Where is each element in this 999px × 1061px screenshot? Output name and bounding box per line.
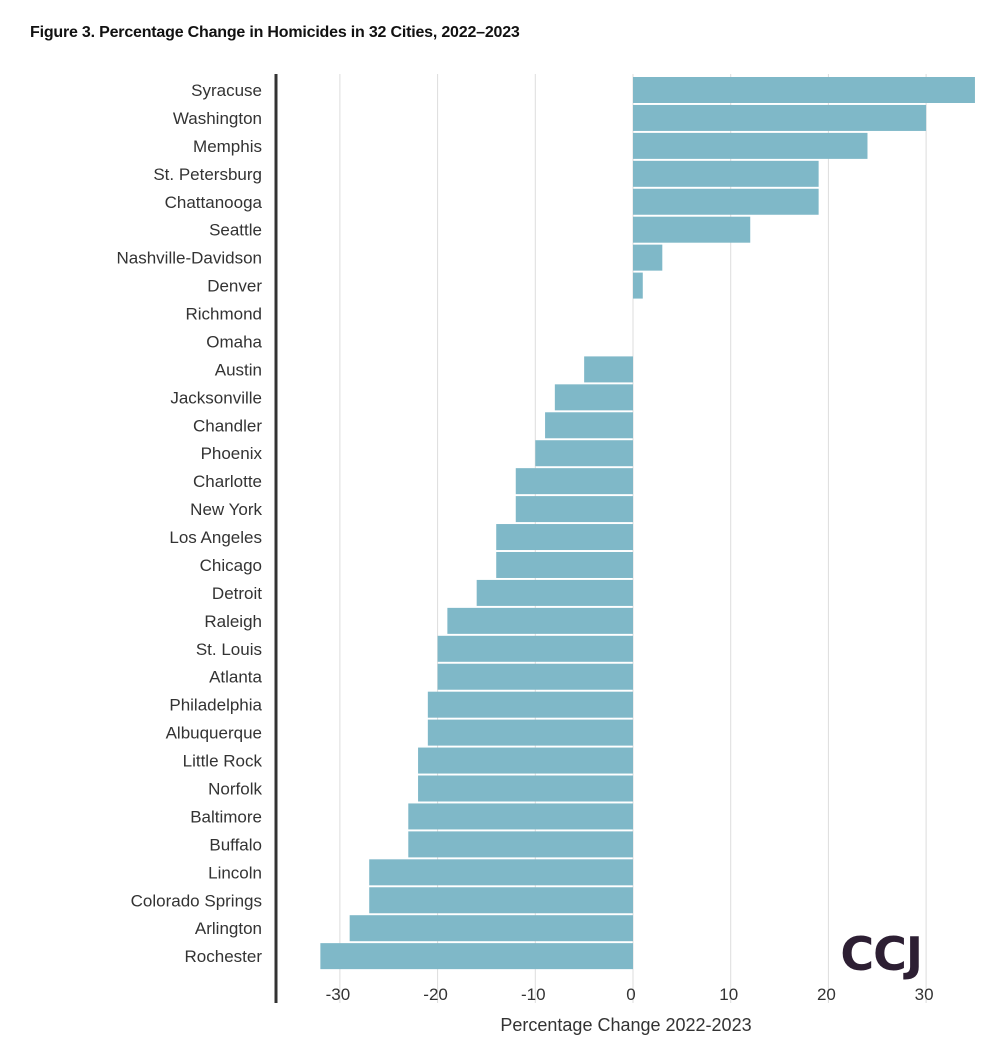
category-label-chattanooga: Chattanooga bbox=[165, 193, 263, 212]
category-label-albuquerque: Albuquerque bbox=[166, 724, 262, 743]
bar-arlington bbox=[349, 915, 633, 942]
category-label-austin: Austin bbox=[215, 360, 262, 379]
bar-atlanta bbox=[437, 663, 633, 690]
chart-title: Figure 3. Percentage Change in Homicides… bbox=[30, 24, 520, 41]
category-label-seattle: Seattle bbox=[209, 221, 262, 240]
bar-st-louis bbox=[437, 635, 633, 662]
bar-chandler bbox=[545, 412, 633, 439]
x-tick-label: 30 bbox=[915, 985, 934, 1004]
bar-st-petersburg bbox=[633, 160, 819, 187]
bar-detroit bbox=[476, 579, 633, 606]
x-tick-label: 20 bbox=[817, 985, 836, 1004]
category-labels: Syracuse Washington Memphis St. Petersburg C… bbox=[116, 81, 262, 966]
bar-albuquerque bbox=[427, 719, 633, 746]
category-label-nashville-davidson: Nashville-Davidson bbox=[116, 249, 262, 268]
bar-jacksonville bbox=[554, 384, 633, 411]
category-label-atlanta: Atlanta bbox=[209, 668, 262, 687]
ccj-logo: CCJ bbox=[840, 927, 922, 981]
category-label-norfolk: Norfolk bbox=[208, 780, 262, 799]
category-label-denver: Denver bbox=[207, 277, 262, 296]
bar-lincoln bbox=[369, 859, 633, 886]
category-label-new-york: New York bbox=[190, 500, 262, 519]
x-tick-label: -30 bbox=[326, 985, 351, 1004]
bars bbox=[320, 77, 975, 970]
category-label-richmond: Richmond bbox=[185, 305, 262, 324]
x-tick-label: 0 bbox=[626, 985, 635, 1004]
category-label-rochester: Rochester bbox=[185, 947, 263, 966]
bar-new-york bbox=[515, 496, 633, 523]
bar-baltimore bbox=[408, 803, 633, 830]
category-label-philadelphia: Philadelphia bbox=[169, 696, 262, 715]
bar-memphis bbox=[633, 132, 868, 159]
bar-norfolk bbox=[418, 775, 633, 802]
bar-syracuse bbox=[633, 77, 975, 103]
bar-austin bbox=[584, 356, 633, 383]
category-label-omaha: Omaha bbox=[206, 332, 262, 351]
category-label-colorado-springs: Colorado Springs bbox=[131, 891, 262, 910]
bar-charlotte bbox=[515, 468, 633, 495]
category-label-los-angeles: Los Angeles bbox=[169, 528, 262, 547]
category-label-washington: Washington bbox=[173, 109, 262, 128]
bar-chicago bbox=[496, 551, 633, 578]
bar-los-angeles bbox=[496, 524, 633, 551]
bar-raleigh bbox=[447, 607, 633, 634]
category-label-memphis: Memphis bbox=[193, 137, 262, 156]
category-label-phoenix: Phoenix bbox=[201, 444, 263, 463]
x-axis-title: Percentage Change 2022-2023 bbox=[500, 1015, 751, 1035]
x-tick-label: -20 bbox=[423, 985, 448, 1004]
category-label-little-rock: Little Rock bbox=[183, 752, 263, 771]
bar-washington bbox=[633, 104, 927, 131]
bar-rochester bbox=[320, 943, 633, 970]
category-label-st-louis: St. Louis bbox=[196, 640, 262, 659]
category-label-chicago: Chicago bbox=[200, 556, 262, 575]
bar-nashville-davidson bbox=[633, 244, 663, 271]
bar-buffalo bbox=[408, 831, 633, 858]
x-tick-label: 10 bbox=[719, 985, 738, 1004]
x-tick-labels: -30 -20 -10 0 10 20 30 bbox=[326, 985, 934, 1004]
category-label-syracuse: Syracuse bbox=[191, 81, 262, 100]
bar-philadelphia bbox=[427, 691, 633, 718]
bar-colorado-springs bbox=[369, 887, 633, 914]
bar-denver bbox=[633, 272, 643, 299]
x-tick-label: -10 bbox=[521, 985, 546, 1004]
category-label-arlington: Arlington bbox=[195, 919, 262, 938]
bar-chattanooga bbox=[633, 188, 819, 215]
category-label-raleigh: Raleigh bbox=[204, 612, 262, 631]
category-label-detroit: Detroit bbox=[212, 584, 262, 603]
bar-phoenix bbox=[535, 440, 633, 467]
category-label-lincoln: Lincoln bbox=[208, 863, 262, 882]
category-label-buffalo: Buffalo bbox=[209, 835, 262, 854]
category-label-jacksonville: Jacksonville bbox=[170, 388, 262, 407]
category-label-chandler: Chandler bbox=[193, 416, 262, 435]
bar-little-rock bbox=[418, 747, 633, 774]
category-label-baltimore: Baltimore bbox=[190, 807, 262, 826]
category-label-st-petersburg: St. Petersburg bbox=[153, 165, 262, 184]
bar-seattle bbox=[633, 216, 751, 243]
category-label-charlotte: Charlotte bbox=[193, 472, 262, 491]
